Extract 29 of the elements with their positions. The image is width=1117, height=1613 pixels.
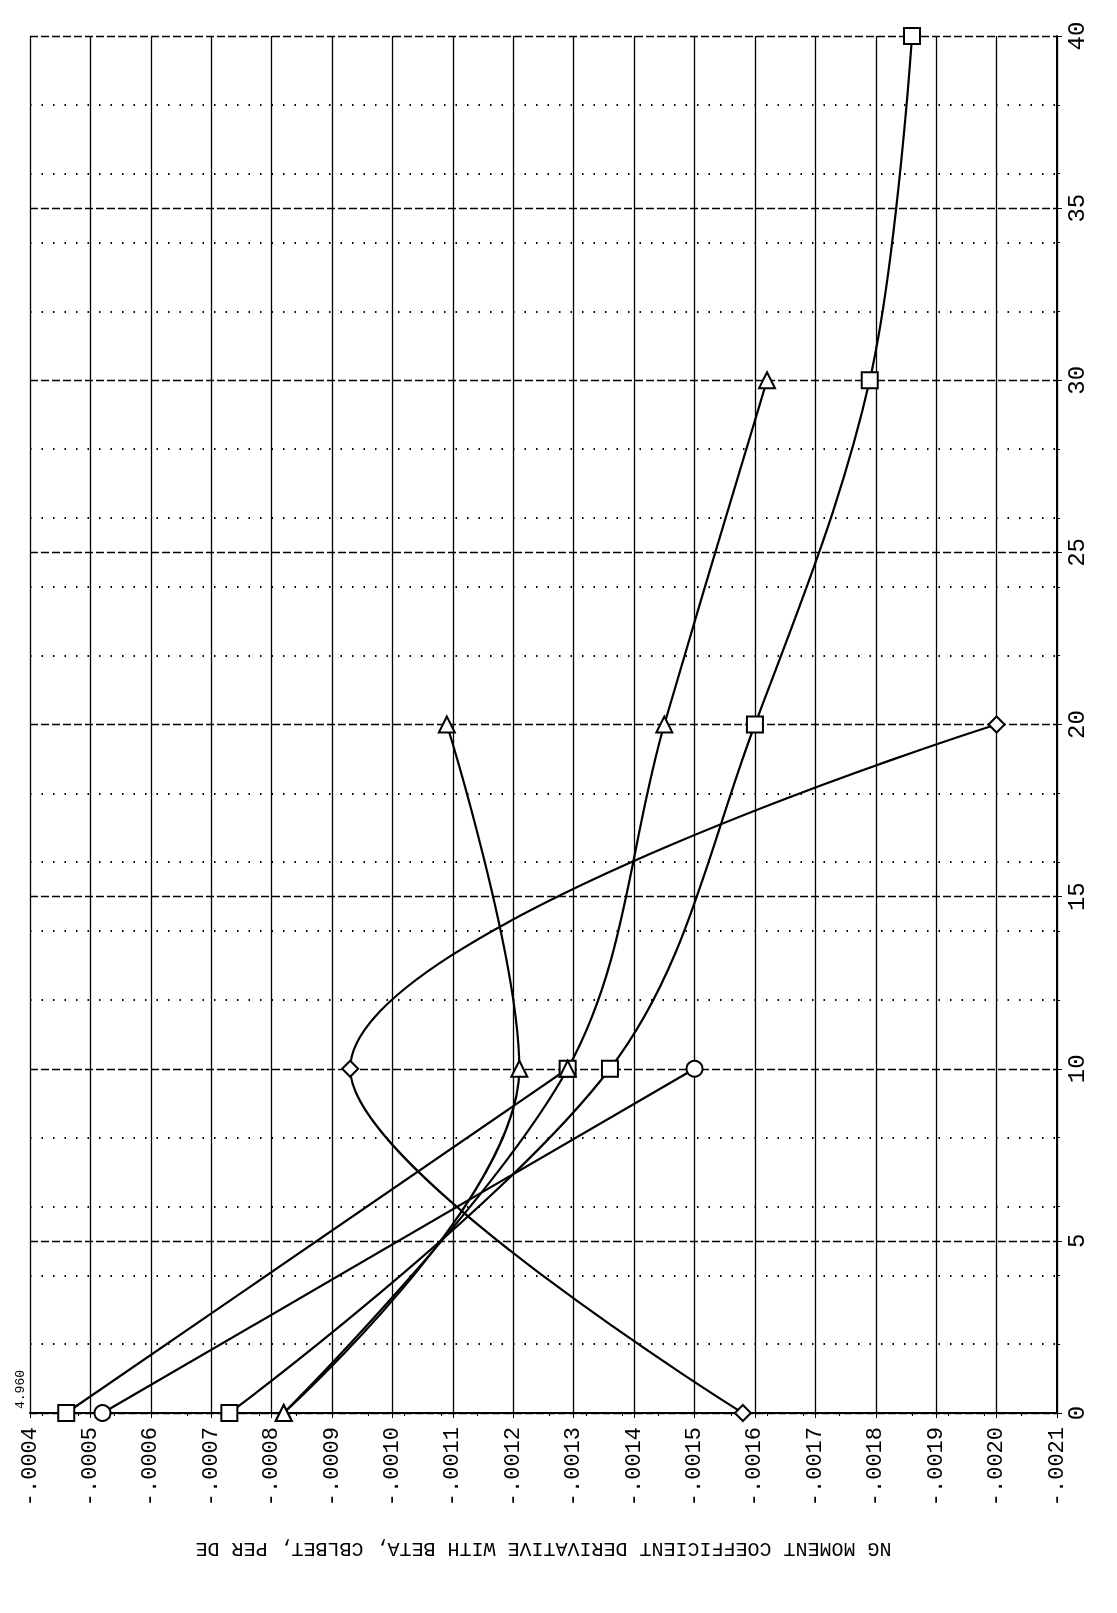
x-tick-label: -.0019: [923, 1427, 949, 1507]
x-tick-label: -.0010: [379, 1427, 405, 1507]
x-tick-label: -.0005: [77, 1427, 103, 1507]
y-tick-label: 5: [1063, 1233, 1091, 1249]
y-tick-label: 15: [1063, 882, 1091, 912]
y-tick-label: 35: [1063, 193, 1091, 223]
x-tick-label: -.0013: [561, 1427, 587, 1507]
x-tick-label: -.0018: [863, 1427, 889, 1507]
x-tick-label: -.0006: [138, 1427, 164, 1507]
x-tick-label: -.0021: [1044, 1427, 1070, 1507]
x-tick-label: -.0011: [440, 1427, 466, 1507]
x-tick-label: -.0014: [621, 1427, 647, 1507]
y-tick-label: 30: [1063, 365, 1091, 395]
x-tick-label: -.0009: [319, 1427, 345, 1507]
x-tick-label: -.0008: [259, 1427, 285, 1507]
y-tick-label: 25: [1063, 537, 1091, 567]
text: 4.960: [13, 1369, 28, 1409]
x-tick-label: -.0007: [198, 1427, 224, 1507]
y-tick-label: 10: [1063, 1054, 1091, 1084]
y-tick-label: 0: [1063, 1405, 1091, 1421]
x-tick-label: -.0016: [742, 1427, 768, 1507]
y-tick-label: 40: [1063, 21, 1091, 51]
x-tick-label: -.0017: [802, 1427, 828, 1507]
x-tick-label: -.0004: [17, 1427, 43, 1507]
x-tick-label: -.0015: [682, 1427, 708, 1507]
x-tick-label: -.0020: [984, 1427, 1010, 1507]
x-tick-label: -.0012: [500, 1427, 526, 1507]
y-tick-label: 20: [1063, 710, 1091, 739]
x-axis-title: NG MOMENT COEFFICIENT DERIVATIVE WITH BETA, CBLBET, PER DE: [195, 1536, 892, 1560]
